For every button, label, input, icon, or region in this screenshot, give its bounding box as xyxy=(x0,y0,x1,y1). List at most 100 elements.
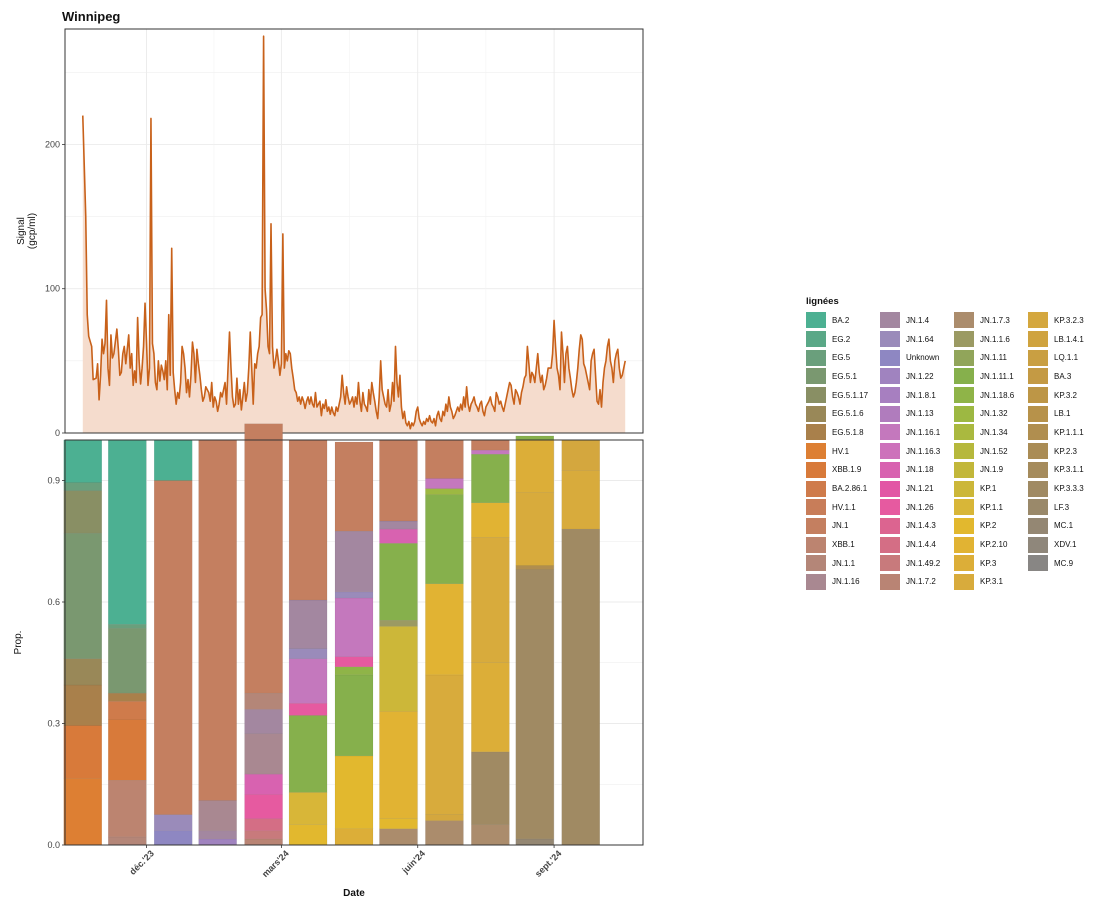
bar-segment xyxy=(108,701,147,720)
legend-item: BA.2.86.1 xyxy=(806,479,880,498)
legend: lignées BA.2 EG.2 EG.5 EG.5.1 EG.5.1.17 EG.5.… xyxy=(806,296,1094,591)
legend-swatch xyxy=(954,331,974,348)
legend-swatch xyxy=(1028,461,1048,478)
legend-swatch xyxy=(806,517,826,534)
legend-item: KP.2.10 xyxy=(954,535,1028,554)
legend-label: EG.5.1.6 xyxy=(832,409,864,419)
bar-segment xyxy=(471,662,510,753)
legend-label: XDV.1 xyxy=(1054,540,1077,550)
bar-segment xyxy=(288,824,328,846)
bar-segment xyxy=(63,482,102,491)
legend-swatch xyxy=(1028,349,1048,366)
bar-segment xyxy=(379,520,418,530)
bar-segment xyxy=(334,666,374,676)
legend-label: JN.1.4.3 xyxy=(906,521,936,531)
bar-segment xyxy=(288,648,328,659)
legend-swatch xyxy=(954,461,974,478)
bar-segment xyxy=(63,684,102,726)
legend-swatch xyxy=(806,443,826,460)
legend-swatch xyxy=(1028,536,1048,553)
legend-swatch xyxy=(806,331,826,348)
bar-segment xyxy=(244,773,283,795)
legend-item: EG.5 xyxy=(806,348,880,367)
legend-item: JN.1.9 xyxy=(954,461,1028,480)
legend-swatch xyxy=(954,443,974,460)
legend-label: JN.1.18.6 xyxy=(980,390,1015,400)
legend-swatch xyxy=(880,461,900,478)
legend-label: KP.2.3 xyxy=(1054,446,1077,456)
legend-label: MC.1 xyxy=(1054,521,1074,531)
legend-swatch xyxy=(954,312,974,329)
legend-swatch xyxy=(880,499,900,516)
bar-segment xyxy=(288,703,328,716)
bar-segment xyxy=(63,532,102,659)
legend-swatch xyxy=(1028,480,1048,497)
legend-item: JN.1.34 xyxy=(954,423,1028,442)
legend-item: EG.5.1.8 xyxy=(806,423,880,442)
bar-segment xyxy=(153,830,193,846)
legend-swatch xyxy=(880,424,900,441)
bottom-ytick-label: 0.3 xyxy=(47,719,60,729)
bar-segment xyxy=(153,814,193,832)
legend-label: JN.1.34 xyxy=(980,427,1008,437)
bar-segment xyxy=(425,478,464,489)
legend-title: lignées xyxy=(806,296,839,307)
legend-item: KP.3.2 xyxy=(1028,386,1094,405)
legend-label: JN.1.1.6 xyxy=(980,334,1010,344)
bar-segment xyxy=(244,733,283,775)
legend-label: JN.1.52 xyxy=(980,446,1008,456)
legend-label: JN.1.18 xyxy=(906,465,934,475)
legend-item: JN.1.18 xyxy=(880,461,954,480)
legend-swatch xyxy=(806,573,826,590)
bar-segment xyxy=(425,488,464,495)
legend-label: JN.1.7.3 xyxy=(980,315,1010,325)
bar-segment xyxy=(63,777,102,846)
legend-swatch xyxy=(1028,387,1048,404)
signal-area xyxy=(82,36,626,433)
legend-label: EG.5 xyxy=(832,353,851,363)
legend-item: JN.1.16.3 xyxy=(880,442,954,461)
legend-label: JN.1.1 xyxy=(832,558,856,568)
legend-item: KP.1.1.1 xyxy=(1028,423,1094,442)
signal-line xyxy=(81,35,626,430)
bar-segment xyxy=(379,528,418,544)
legend-label: JN.1.4.4 xyxy=(906,540,936,550)
legend-swatch xyxy=(806,499,826,516)
legend-item: Unknown xyxy=(880,348,954,367)
bar-segment xyxy=(425,439,464,479)
legend-item: KP.3.1 xyxy=(954,573,1028,592)
top-ytick-label: 100 xyxy=(45,284,60,294)
legend-swatch xyxy=(1028,424,1048,441)
legend-swatch xyxy=(880,443,900,460)
legend-item: JN.1.26 xyxy=(880,498,954,517)
legend-item: JN.1.7.3 xyxy=(954,311,1028,330)
bar-segment xyxy=(379,818,418,829)
legend-label: JN.1.9 xyxy=(980,465,1004,475)
legend-item: JN.1.8.1 xyxy=(880,386,954,405)
legend-swatch xyxy=(806,424,826,441)
legend-swatch xyxy=(954,387,974,404)
legend-item: EG.5.1.17 xyxy=(806,386,880,405)
legend-label: KP.3.2 xyxy=(1054,390,1077,400)
legend-swatch xyxy=(806,349,826,366)
legend-swatch xyxy=(954,424,974,441)
legend-label: KP.3.1 xyxy=(980,577,1003,587)
bar-segment xyxy=(244,838,283,846)
bar-segment xyxy=(108,439,147,625)
bottom-panel-border xyxy=(64,439,644,846)
legend-label: JN.1.32 xyxy=(980,409,1008,419)
xtick-label: déc.'23 xyxy=(128,848,156,876)
top-ytick-label: 200 xyxy=(45,139,60,149)
legend-label: XBB.1 xyxy=(832,540,855,550)
bar-segment xyxy=(108,719,147,781)
legend-swatch xyxy=(880,349,900,366)
bar-segment xyxy=(198,439,237,801)
bar-segment xyxy=(471,502,510,538)
legend-item: EG.2 xyxy=(806,330,880,349)
bar-segment xyxy=(108,692,147,702)
legend-label: KP.3.3.3 xyxy=(1054,484,1084,494)
legend-item: JN.1.13 xyxy=(880,404,954,423)
bar-segment xyxy=(108,780,147,838)
bar-segment xyxy=(63,725,102,779)
legend-item: BA.3 xyxy=(1028,367,1094,386)
